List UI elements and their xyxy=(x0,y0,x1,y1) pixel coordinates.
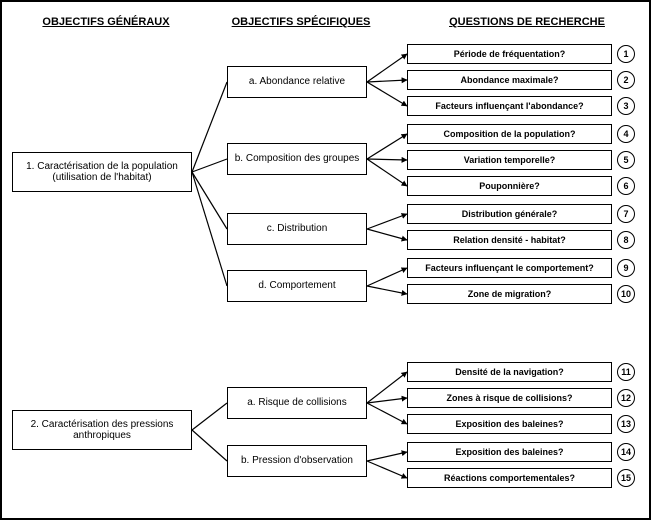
question-num-13: 13 xyxy=(617,415,635,433)
header-col2: OBJECTIFS SPÉCIFIQUES xyxy=(216,16,386,28)
specific-box-c-distribution: c. Distribution xyxy=(227,213,367,245)
question-box-1: Période de fréquentation? xyxy=(407,44,612,64)
question-box-10: Zone de migration? xyxy=(407,284,612,304)
question-num-6: 6 xyxy=(617,177,635,195)
question-num-4: 4 xyxy=(617,125,635,143)
question-box-3: Facteurs influençant l'abondance? xyxy=(407,96,612,116)
question-box-5: Variation temporelle? xyxy=(407,150,612,170)
question-box-11: Densité de la navigation? xyxy=(407,362,612,382)
question-num-3: 3 xyxy=(617,97,635,115)
question-box-12: Zones à risque de collisions? xyxy=(407,388,612,408)
header-col3: QUESTIONS DE RECHERCHE xyxy=(422,16,632,28)
question-num-15: 15 xyxy=(617,469,635,487)
specific-box-b-composition: b. Composition des groupes xyxy=(227,143,367,175)
question-num-10: 10 xyxy=(617,285,635,303)
general-box-2: 2. Caractérisation des pressions anthrop… xyxy=(12,410,192,450)
question-box-7: Distribution générale? xyxy=(407,204,612,224)
question-num-12: 12 xyxy=(617,389,635,407)
question-num-11: 11 xyxy=(617,363,635,381)
specific-box-b-observation: b. Pression d'observation xyxy=(227,445,367,477)
question-box-15: Réactions comportementales? xyxy=(407,468,612,488)
question-box-9: Facteurs influençant le comportement? xyxy=(407,258,612,278)
question-num-5: 5 xyxy=(617,151,635,169)
question-num-2: 2 xyxy=(617,71,635,89)
diagram-canvas: OBJECTIFS GÉNÉRAUX OBJECTIFS SPÉCIFIQUES… xyxy=(0,0,651,520)
question-num-14: 14 xyxy=(617,443,635,461)
question-num-7: 7 xyxy=(617,205,635,223)
question-num-1: 1 xyxy=(617,45,635,63)
header-col1: OBJECTIFS GÉNÉRAUX xyxy=(26,16,186,28)
general-box-1: 1. Caractérisation de la population (uti… xyxy=(12,152,192,192)
specific-box-a-abondance: a. Abondance relative xyxy=(227,66,367,98)
specific-box-a-collisions: a. Risque de collisions xyxy=(227,387,367,419)
question-num-8: 8 xyxy=(617,231,635,249)
question-box-8: Relation densité - habitat? xyxy=(407,230,612,250)
question-box-14: Exposition des baleines? xyxy=(407,442,612,462)
question-box-13: Exposition des baleines? xyxy=(407,414,612,434)
question-box-2: Abondance maximale? xyxy=(407,70,612,90)
question-box-6: Pouponnière? xyxy=(407,176,612,196)
specific-box-d-comportement: d. Comportement xyxy=(227,270,367,302)
question-num-9: 9 xyxy=(617,259,635,277)
question-box-4: Composition de la population? xyxy=(407,124,612,144)
